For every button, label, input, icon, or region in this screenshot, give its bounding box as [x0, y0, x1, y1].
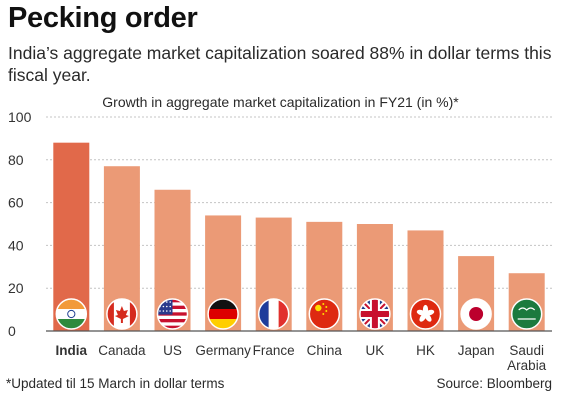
category-label: US	[163, 343, 182, 358]
uk-flag-icon	[359, 298, 391, 330]
y-tick-label: 60	[8, 195, 24, 211]
y-tick-label: 0	[8, 323, 16, 339]
deck: India’s aggregate market capitalization …	[8, 43, 552, 85]
category-label: Germany	[195, 343, 251, 358]
y-tick-label: 80	[8, 152, 24, 168]
category-label: Canada	[98, 343, 146, 358]
japan-flag-icon	[460, 298, 492, 330]
category-label: China	[307, 343, 343, 358]
headline: Pecking order	[8, 2, 198, 34]
footnote: *Updated til 15 March in dollar terms	[6, 376, 225, 391]
category-label: HK	[416, 343, 435, 358]
canada-flag-icon	[106, 298, 138, 330]
germany-flag-icon	[207, 298, 239, 330]
category-label: India	[56, 343, 88, 358]
france-flag-icon	[257, 298, 290, 330]
y-tick-label: 40	[8, 237, 24, 253]
source-note: Source: Bloomberg	[436, 376, 552, 391]
y-tick-label: 100	[8, 109, 32, 125]
category-label: Japan	[458, 343, 495, 358]
chart-title: Growth in aggregate market capitalizatio…	[102, 94, 459, 110]
y-tick-label: 20	[8, 280, 24, 296]
category-label: France	[253, 343, 295, 358]
saudi-arabia-flag-icon	[510, 298, 543, 330]
category-label: Saudi Arabia	[507, 343, 547, 373]
category-label: UK	[366, 343, 385, 358]
china-flag-icon	[308, 298, 341, 330]
india-flag-icon	[55, 298, 88, 330]
us-flag-icon	[156, 298, 189, 330]
hk-flag-icon	[409, 298, 442, 330]
